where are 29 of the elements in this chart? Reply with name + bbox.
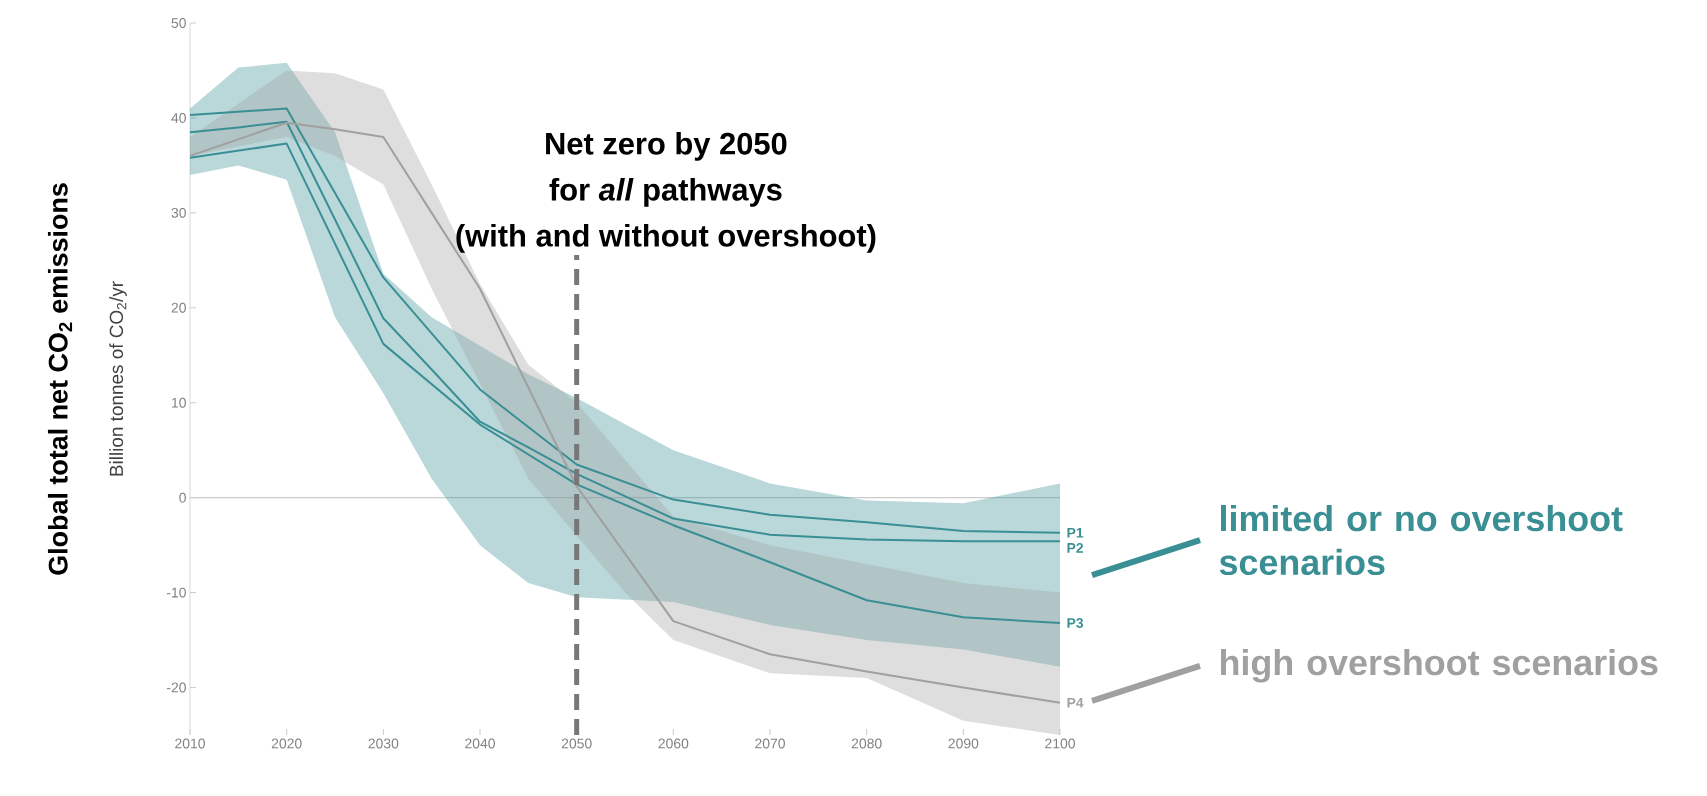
x-tick-label: 2070 <box>755 738 785 749</box>
y-tick-label: 10 <box>172 397 186 408</box>
x-tick-label: 2060 <box>658 738 689 749</box>
y-axis-title: Billion tonnes of CO$_{2}$/yr <box>109 281 127 476</box>
x-tick-label: 2030 <box>368 738 399 749</box>
x-tick-label: 2040 <box>465 738 495 749</box>
x-tick-label: 2050 <box>561 738 592 749</box>
x-tick-label: 2100 <box>1045 738 1075 749</box>
y-tick-label: 30 <box>171 207 186 218</box>
annotation: Net zero by 2050 <box>546 131 787 161</box>
y-tick-label: 20 <box>171 302 186 313</box>
y-tick-label: 40 <box>171 112 186 123</box>
x-tick-label: 2010 <box>175 738 205 749</box>
annotation: for all pathways <box>549 177 782 207</box>
y-tick-label: 0 <box>179 492 186 503</box>
annotation: (with and without overshoot) <box>456 223 876 253</box>
x-tick-label: 2090 <box>948 738 979 749</box>
series-label: P2 <box>1067 542 1084 553</box>
x-tick-label: 2020 <box>271 738 302 749</box>
y-tick-label: 50 <box>171 18 186 28</box>
text: Global total net CO$_{2}$ emissions <box>47 183 73 575</box>
text: high overshoot scenarios <box>1221 649 1658 683</box>
series-label: P3 <box>1067 618 1084 628</box>
text: limited or no overshoot scenarios <box>1219 504 1623 576</box>
x-tick-label: 2080 <box>851 738 882 749</box>
series-label: P1 <box>1067 528 1084 538</box>
y-tick-label: -20 <box>166 682 186 693</box>
series-label: P4 <box>1067 697 1084 708</box>
y-tick-label: -10 <box>166 587 186 598</box>
